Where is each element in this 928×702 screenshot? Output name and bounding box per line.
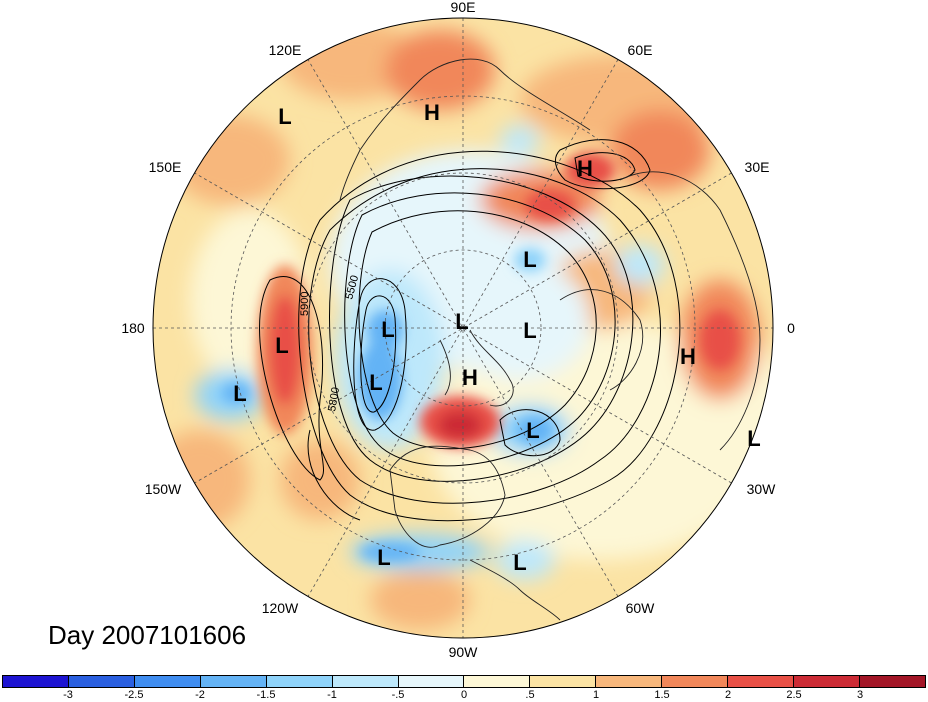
- anomaly-field: [153, 18, 773, 638]
- colorbar-tick-label: -.5: [391, 689, 405, 701]
- colorbar-swatch: [68, 676, 135, 687]
- colorbar-swatch: [398, 676, 465, 687]
- colorbar-swatch: [3, 676, 69, 687]
- high-pressure-marker: H: [577, 156, 593, 181]
- contour-label: 5900: [299, 292, 311, 316]
- low-pressure-marker: H: [462, 365, 478, 390]
- longitude-label: 60W: [626, 600, 656, 616]
- colorbar-swatch: [464, 676, 531, 687]
- coastlines: [339, 58, 761, 621]
- longitude-label: 150W: [145, 481, 182, 497]
- low-pressure-marker: L: [523, 318, 536, 343]
- low-pressure-marker: L: [513, 550, 526, 575]
- colorbar-swatch: [662, 676, 729, 687]
- low-pressure-marker: L: [747, 426, 760, 451]
- day-label: Day 2007101606: [48, 620, 247, 650]
- colorbar-swatch: [200, 676, 267, 687]
- longitude-label: 120E: [269, 42, 302, 58]
- colorbar-swatch: [859, 676, 925, 687]
- colorbar-swatch: [728, 676, 795, 687]
- low-pressure-marker: L: [381, 317, 394, 342]
- colorbar-swatch: [134, 676, 201, 687]
- colorbar-tick-label: 2.5: [786, 689, 802, 701]
- pressure-centers: L H H L L L L L H L H L L L L L: [233, 100, 760, 575]
- map-border: [152, 17, 774, 639]
- colorbar-tick-label: -3: [63, 689, 73, 701]
- high-pressure-marker: L: [275, 333, 288, 358]
- colorbar-swatch: [596, 676, 663, 687]
- longitude-label: 30E: [745, 159, 770, 175]
- longitude-label: 120W: [262, 600, 299, 616]
- colorbar-tick-label: 3: [856, 689, 864, 701]
- low-pressure-marker: L: [278, 104, 291, 129]
- colorbar-tick-label: 0: [460, 689, 468, 701]
- contour-label: 5800: [326, 386, 342, 412]
- low-pressure-marker: L: [233, 381, 246, 406]
- longitude-label: 0: [787, 320, 795, 336]
- longitude-label: 60E: [628, 42, 653, 58]
- longitude-label: 180: [121, 320, 145, 336]
- colorbar-tick-label: .5: [525, 689, 535, 701]
- low-pressure-marker: L: [523, 247, 536, 272]
- longitude-label: 30W: [747, 481, 777, 497]
- colorbar-tick-label: -2: [195, 689, 205, 701]
- colorbar-tick-label: 1.5: [654, 689, 670, 701]
- low-pressure-marker: L: [377, 545, 390, 570]
- low-pressure-marker: L: [526, 418, 539, 443]
- low-pressure-marker: L: [369, 370, 382, 395]
- longitude-label: 90E: [451, 0, 476, 15]
- colorbar-swatch: [530, 676, 597, 687]
- colorbar-tick-label: -1.5: [256, 689, 276, 701]
- colorbar: [2, 675, 926, 688]
- low-pressure-marker: L: [455, 309, 468, 334]
- height-contours: [259, 139, 681, 522]
- colorbar-swatch: [266, 676, 333, 687]
- high-pressure-marker: H: [680, 344, 696, 369]
- longitude-label: 150E: [149, 159, 182, 175]
- high-pressure-marker: H: [424, 100, 440, 125]
- longitude-label: 90W: [449, 644, 479, 660]
- colorbar-labels: -3 -2.5 -2 -1.5 -1 -.5 0 .5 1 1.5 2 2.5 3: [2, 689, 926, 702]
- graticule: [153, 18, 773, 638]
- colorbar-swatch: [794, 676, 860, 687]
- colorbar-tick-label: 2: [724, 689, 732, 701]
- colorbar-tick-label: -1: [327, 689, 337, 701]
- colorbar-tick-label: -2.5: [124, 689, 144, 701]
- colorbar-tick-label: 1: [592, 689, 600, 701]
- colorbar-swatch: [332, 676, 399, 687]
